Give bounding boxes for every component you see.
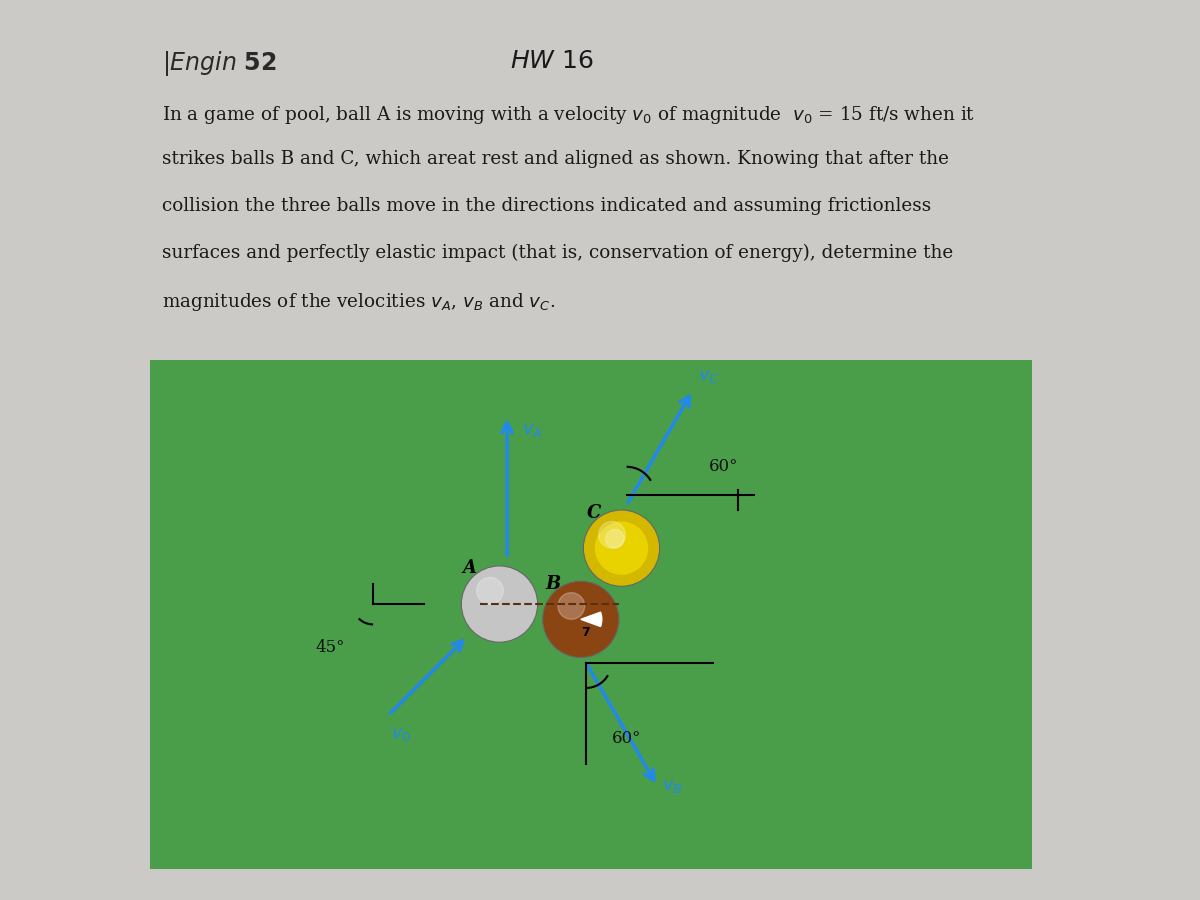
Text: $\bf{\it{HW}}$ $\bf{\it{16}}$: $\bf{\it{HW}}$ $\bf{\it{16}}$	[510, 50, 594, 73]
Text: 60°: 60°	[612, 730, 641, 747]
Text: strikes balls B and C, which areat rest and aligned as shown. Knowing that after: strikes balls B and C, which areat rest …	[162, 150, 949, 168]
Wedge shape	[581, 612, 602, 626]
Circle shape	[583, 510, 660, 586]
Text: $v_A$: $v_A$	[522, 421, 542, 439]
Text: $v_B$: $v_B$	[662, 777, 683, 795]
Text: $\vert$$\it{Engin}$ $\bf{52}$: $\vert$$\it{Engin}$ $\bf{52}$	[162, 50, 277, 78]
Text: magnitudes of the velocities $v_A$, $v_B$ and $v_C$.: magnitudes of the velocities $v_A$, $v_B…	[162, 291, 556, 312]
Circle shape	[599, 521, 625, 548]
Text: B: B	[545, 575, 560, 593]
Text: surfaces and perfectly elastic impact (that is, conservation of energy), determi: surfaces and perfectly elastic impact (t…	[162, 244, 953, 262]
Text: collision the three balls move in the directions indicated and assuming friction: collision the three balls move in the di…	[162, 197, 931, 215]
Circle shape	[595, 521, 648, 575]
Circle shape	[558, 592, 584, 619]
Text: 45°: 45°	[316, 639, 344, 656]
Circle shape	[606, 529, 624, 548]
Circle shape	[461, 566, 538, 643]
Bar	[150, 360, 1032, 868]
Text: $v_C$: $v_C$	[697, 367, 719, 385]
Text: $v_0$: $v_0$	[391, 725, 410, 743]
Text: 7: 7	[582, 626, 590, 638]
Text: 60°: 60°	[708, 458, 738, 475]
Circle shape	[542, 581, 619, 658]
Text: In a game of pool, ball A is moving with a velocity $v_0$ of magnitude  $v_0$ = : In a game of pool, ball A is moving with…	[162, 104, 976, 125]
Circle shape	[476, 578, 503, 604]
Text: A: A	[462, 560, 476, 578]
Text: C: C	[587, 504, 601, 522]
